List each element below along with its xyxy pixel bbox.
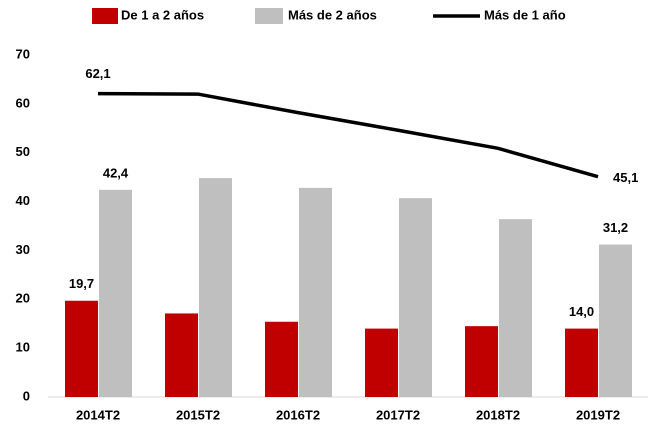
line: [97, 91, 599, 179]
bar: [65, 300, 98, 397]
y-tick-label: 30: [16, 242, 30, 257]
bar: [499, 219, 532, 397]
data-label: 45,1: [613, 170, 638, 185]
bar: [99, 189, 132, 397]
bar: [199, 178, 232, 397]
data-label: 19,7: [69, 276, 94, 291]
y-tick-label: 50: [16, 144, 30, 159]
bar: [565, 328, 598, 397]
bar: [599, 244, 632, 397]
bar: [265, 321, 298, 397]
x-tick-label: 2014T2: [76, 407, 120, 422]
bar: [365, 328, 398, 397]
legend-label: Más de 1 año: [484, 7, 566, 22]
y-tick-label: 0: [23, 388, 30, 403]
y-tick-label: 10: [16, 340, 30, 355]
x-tick-label: 2015T2: [176, 407, 220, 422]
y-tick-label: 70: [16, 46, 30, 61]
legend-swatch: [92, 8, 118, 24]
bar: [165, 313, 198, 397]
data-label: 62,1: [85, 66, 110, 81]
x-tick-label: 2016T2: [276, 407, 320, 422]
bar: [399, 198, 432, 397]
y-tick-label: 20: [16, 291, 30, 306]
bar: [299, 187, 332, 397]
data-label: 31,2: [603, 220, 628, 235]
x-tick-label: 2019T2: [576, 407, 620, 422]
data-label: 14,0: [569, 304, 594, 319]
x-tick-label: 2018T2: [476, 407, 520, 422]
y-tick-label: 40: [16, 193, 30, 208]
bar: [465, 326, 498, 397]
legend-swatch: [255, 8, 283, 24]
y-tick-label: 60: [16, 95, 30, 110]
legend-label: De 1 a 2 años: [121, 7, 204, 22]
legend-label: Más de 2 años: [288, 7, 377, 22]
x-tick-label: 2017T2: [376, 407, 420, 422]
data-label: 42,4: [103, 165, 129, 180]
